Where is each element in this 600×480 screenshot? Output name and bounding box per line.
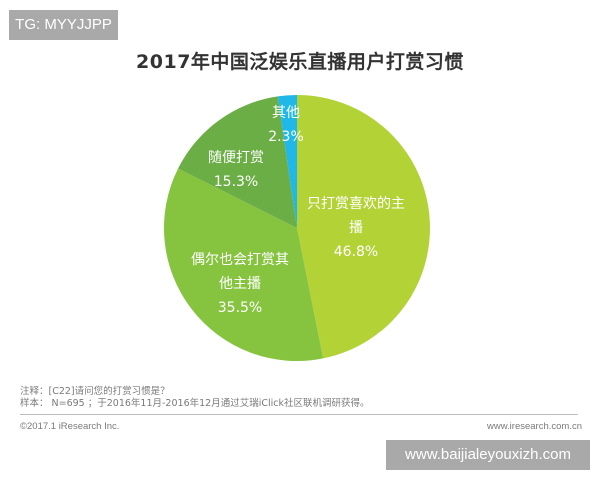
slice-label-value: 15.3% bbox=[213, 174, 259, 190]
bottom-watermark: www.baijialeyouxizh.com bbox=[386, 440, 590, 470]
slice-label-other: 其他 2.3% bbox=[262, 101, 310, 149]
footer-note: 注释：[C22]请问您的打赏习惯是？ bbox=[20, 386, 170, 397]
pie-slice bbox=[277, 95, 297, 228]
pie-slice bbox=[297, 95, 431, 359]
slice-label-favorite-only: 只打赏喜欢的主 播 46.8% bbox=[300, 192, 412, 264]
slice-label-line1: 其他 bbox=[272, 105, 300, 121]
slice-label-line1: 只打赏喜欢的主 bbox=[307, 196, 405, 212]
slice-label-value: 46.8% bbox=[333, 244, 379, 260]
footer-notes: 注释：[C22]请问您的打赏习惯是？ 样本： N=695 ；于2016年11月-… bbox=[20, 386, 369, 410]
slice-label-line2: 播 bbox=[349, 220, 363, 236]
slice-label-occasionally-others: 偶尔也会打赏其 他主播 35.5% bbox=[180, 248, 300, 320]
chart-title: 2017年中国泛娱乐直播用户打赏习惯 bbox=[136, 51, 464, 73]
pie-slice bbox=[178, 96, 297, 228]
tg-watermark-badge: TG: MYYJJPP bbox=[9, 10, 118, 40]
copyright: ©2017.1 iResearch Inc. bbox=[20, 421, 120, 432]
slice-label-line2: 他主播 bbox=[219, 276, 261, 292]
slice-label-value: 35.5% bbox=[217, 300, 263, 316]
pie-slice bbox=[163, 168, 324, 362]
footer-sample: 样本： N=695 ；于2016年11月-2016年12月通过艾瑞iClick社… bbox=[20, 398, 370, 409]
site-url: www.iresearch.com.cn bbox=[486, 421, 582, 432]
slice-label-line1: 随便打赏 bbox=[208, 150, 264, 166]
slice-label-line1: 偶尔也会打赏其 bbox=[191, 252, 289, 268]
slice-label-value: 2.3% bbox=[268, 129, 304, 145]
slice-label-random: 随便打赏 15.3% bbox=[196, 146, 276, 194]
footer-divider bbox=[20, 414, 578, 415]
